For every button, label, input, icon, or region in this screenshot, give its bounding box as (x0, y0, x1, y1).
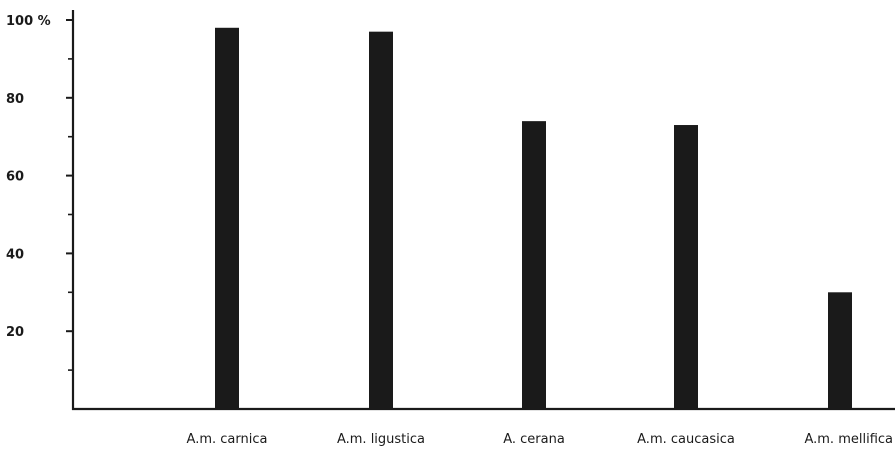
category-label: A. cerana (503, 432, 565, 447)
labels: A.m. carnica A.m. ligustica A. cerana A.m. … (187, 432, 893, 447)
category-label: A.m. ligustica (337, 432, 425, 447)
y-tick-label: 20 (6, 325, 24, 340)
bars (215, 27, 852, 410)
y-tick-label: 80 (6, 92, 24, 107)
y-tick-label: 40 (6, 247, 24, 262)
category-label: A.m. mellifica (804, 432, 893, 447)
category-label: A.m. caucasica (637, 432, 735, 447)
y-tick-label: 100 % (6, 14, 51, 29)
bar-5 (828, 292, 852, 409)
bar-1 (215, 27, 239, 410)
axes (71, 10, 895, 411)
bar-4 (674, 125, 698, 409)
category-label: A.m. carnica (187, 432, 268, 447)
bar-2 (369, 31, 393, 409)
y-ticks: 100 % 80 60 40 20 (6, 14, 73, 371)
y-tick-label: 60 (6, 170, 24, 185)
bar-3 (522, 121, 546, 409)
